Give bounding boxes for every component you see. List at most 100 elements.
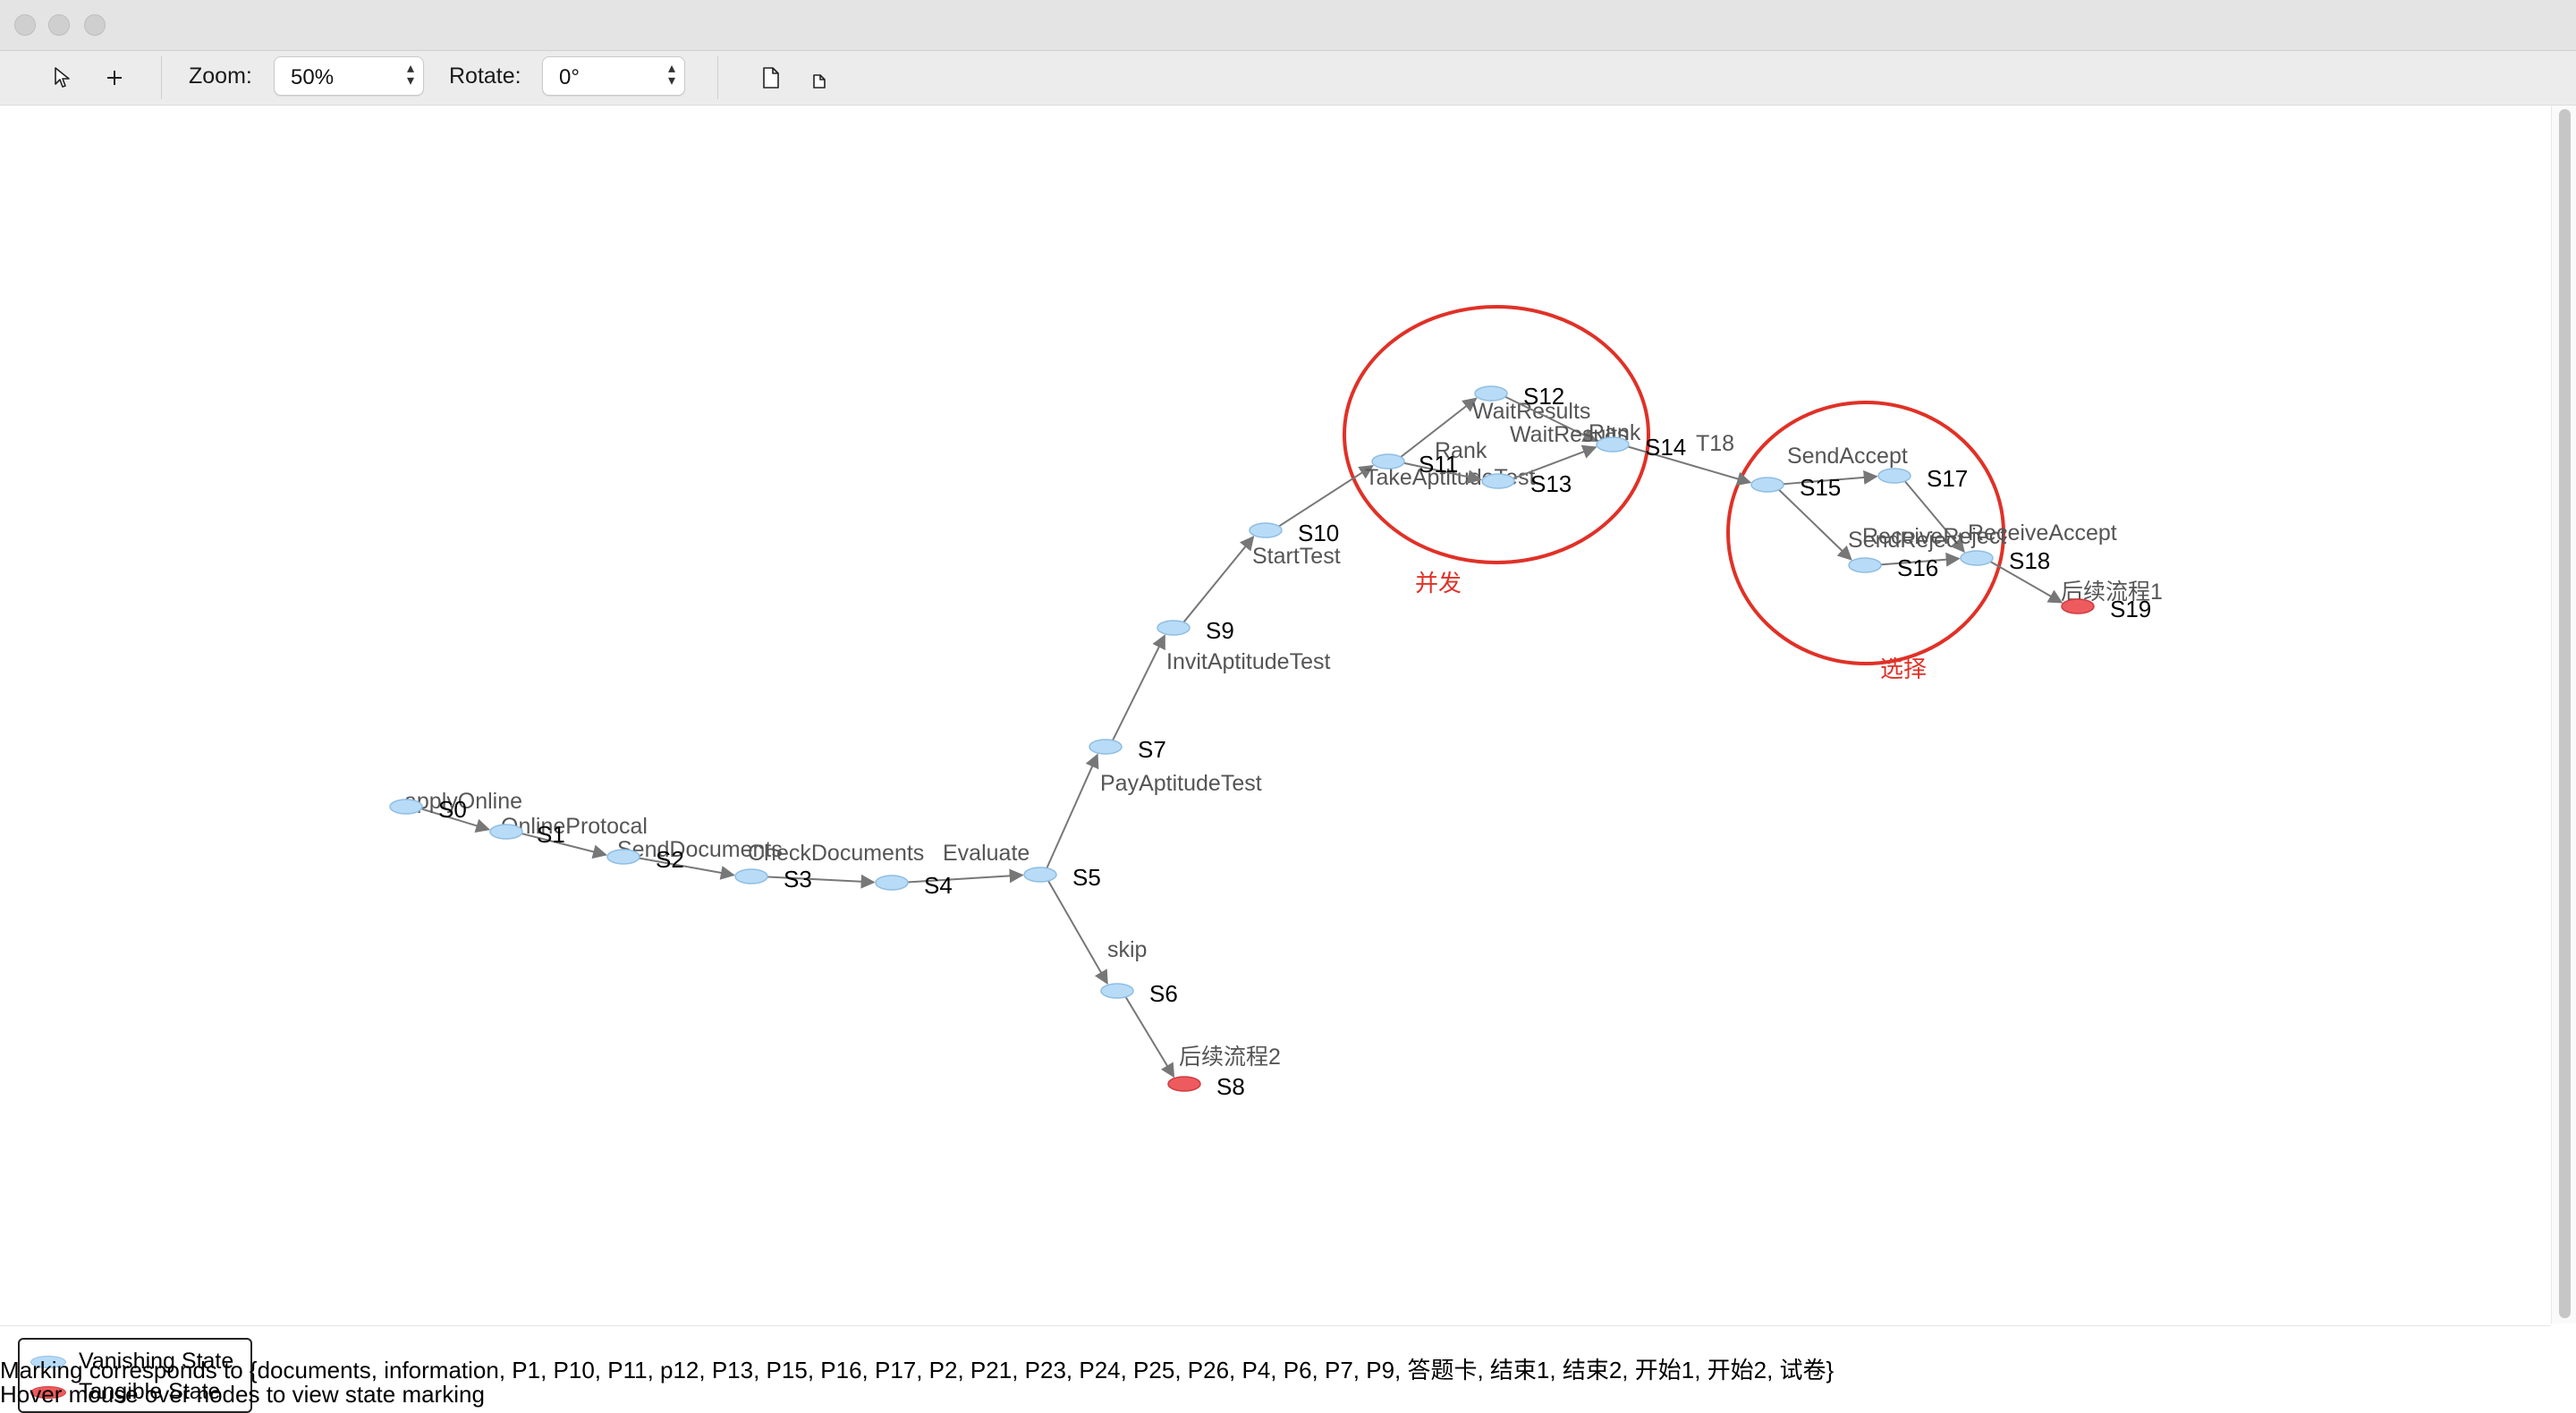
status-divider <box>0 1325 2551 1326</box>
window-titlebar <box>0 0 2576 51</box>
state-node[interactable] <box>489 824 523 840</box>
edge-arrow <box>1626 445 1752 487</box>
scrollbar-thumb[interactable] <box>2559 109 2571 1318</box>
edge-arrow <box>765 874 876 889</box>
state-node[interactable] <box>875 875 909 891</box>
edge-arrow <box>1878 552 1961 567</box>
toolbar-separator <box>161 56 162 99</box>
edge-label: PayAptitudeTest <box>1100 771 1262 796</box>
edge-label: OnlineProtocal <box>501 814 648 839</box>
tangible-swatch-icon <box>30 1385 66 1399</box>
edge-arrow <box>1277 465 1374 528</box>
edge-label: ReceiveReject <box>1862 524 2006 549</box>
state-node[interactable] <box>606 849 640 865</box>
state-node[interactable] <box>1023 867 1057 883</box>
legend-vanishing-label: Vanishing State <box>79 1349 234 1374</box>
edge-arrow <box>1504 395 1597 443</box>
state-label: S2 <box>656 846 684 873</box>
rotate-value: 0° <box>559 65 580 89</box>
stepper-icon: ▴ ▾ <box>667 61 675 89</box>
state-node[interactable] <box>1474 385 1508 402</box>
edge-arrow <box>1903 480 1965 554</box>
rotate-label: Rotate: <box>449 63 521 89</box>
state-node[interactable] <box>1750 477 1784 493</box>
edge-arrow <box>905 868 1024 884</box>
annotation-label: 并发 <box>1415 570 1462 597</box>
zoom-window-button[interactable] <box>84 14 106 36</box>
edge-label: T18 <box>1696 431 1734 456</box>
edge-label: Rank <box>1435 438 1487 463</box>
edge-label: applyOnline <box>404 789 522 814</box>
close-window-button[interactable] <box>14 14 36 36</box>
edge-arrow <box>1182 536 1255 623</box>
edge-arrow <box>520 832 607 859</box>
state-node[interactable] <box>389 799 423 815</box>
edge-arrow <box>1402 461 1482 485</box>
edge-label: SendReject <box>1848 528 1963 553</box>
state-label: S15 <box>1800 474 1841 501</box>
state-node[interactable] <box>734 868 768 884</box>
toolbar-separator <box>717 56 718 99</box>
state-label: S12 <box>1523 383 1564 410</box>
state-node[interactable] <box>1481 473 1515 489</box>
edge-label: skip <box>1107 937 1147 962</box>
legend-tangible-label: Tangible State <box>79 1379 221 1404</box>
state-label: S6 <box>1149 980 1178 1007</box>
state-label: S11 <box>1419 451 1458 478</box>
state-node[interactable] <box>2061 598 2095 614</box>
rotate-select[interactable]: 0° ▴ ▾ <box>542 56 685 96</box>
minimize-window-button[interactable] <box>48 14 70 36</box>
state-label: S5 <box>1072 864 1101 891</box>
edge-label: CheckDocuments <box>748 841 924 866</box>
edge-arrow <box>1046 880 1108 986</box>
state-label: S18 <box>2009 547 2050 574</box>
vertical-scrollbar[interactable] <box>2551 106 2576 1324</box>
state-label: S17 <box>1927 465 1968 492</box>
edge-label: Evaluate <box>943 841 1030 866</box>
select-arrow-icon[interactable] <box>45 60 80 96</box>
plus-icon[interactable] <box>97 60 132 96</box>
zoom-value: 50% <box>291 65 335 89</box>
edge-arrow <box>1988 560 2063 604</box>
state-node[interactable] <box>1877 468 1911 484</box>
annotation-circle <box>1726 401 2005 665</box>
edge-label: SendAccept <box>1787 444 1908 469</box>
vanishing-swatch-icon <box>30 1355 66 1368</box>
state-label: S9 <box>1206 617 1234 644</box>
state-node[interactable] <box>1960 550 1994 566</box>
state-label: S19 <box>2110 596 2151 622</box>
hover-hint: Hover mouse over nodes to view state mar… <box>0 1381 485 1408</box>
toolbar: Zoom: 50% ▴ ▾ Rotate: 0° ▴ ▾ <box>0 51 2576 106</box>
edge-arrow <box>1777 488 1852 561</box>
annotation-circle <box>1343 305 1650 564</box>
state-label: S7 <box>1138 736 1166 763</box>
state-node[interactable] <box>1157 620 1191 636</box>
edge-arrow <box>1046 753 1099 869</box>
edge-arrow <box>1112 634 1165 741</box>
edge-arrow <box>419 807 491 833</box>
page-icon[interactable] <box>753 60 789 96</box>
state-label: S13 <box>1530 470 1572 497</box>
state-label: S10 <box>1298 520 1339 546</box>
state-label: S8 <box>1216 1073 1245 1100</box>
state-label: S1 <box>537 821 565 848</box>
legend-vanishing: Vanishing State <box>30 1349 233 1375</box>
graph-canvas[interactable]: 并发 选择 applyOnline OnlineProtocal SendDocumen… <box>0 106 2551 1413</box>
zoom-select[interactable]: 50% ▴ ▾ <box>274 56 424 96</box>
edge-arrow <box>637 857 735 880</box>
edge-arrow <box>1124 995 1175 1079</box>
legend-tangible: Tangible State <box>30 1379 220 1405</box>
state-node[interactable] <box>1249 522 1283 538</box>
state-node[interactable] <box>1100 983 1134 999</box>
state-node[interactable] <box>1167 1076 1201 1092</box>
edge-label: ReceiveAccept <box>1968 520 2117 546</box>
state-node[interactable] <box>1371 453 1405 470</box>
state-node[interactable] <box>1848 557 1882 573</box>
state-node[interactable] <box>1089 739 1123 755</box>
edge-label: 后续流程2 <box>1179 1045 1281 1070</box>
state-label: S0 <box>438 796 467 823</box>
edge-label: SendDocuments <box>617 837 783 862</box>
small-page-icon[interactable] <box>801 63 837 99</box>
state-node[interactable] <box>1596 436 1630 453</box>
